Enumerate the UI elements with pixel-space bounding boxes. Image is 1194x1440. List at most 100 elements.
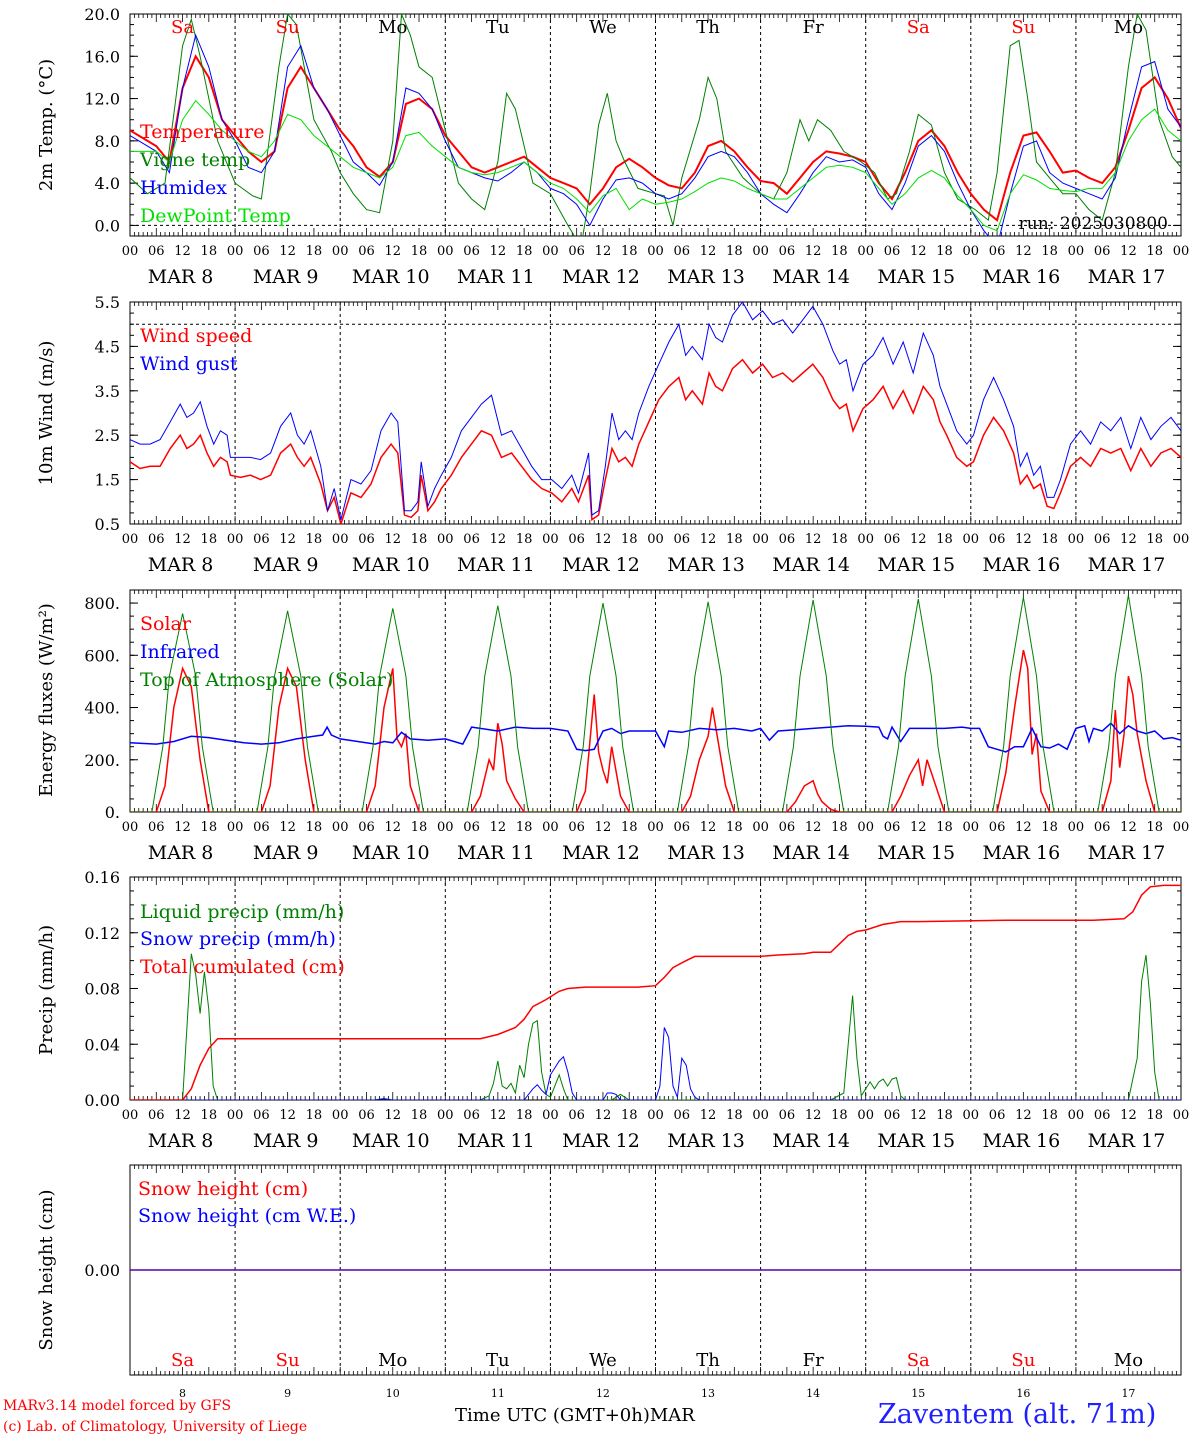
hour-tick-label: 06	[674, 244, 691, 259]
hour-tick-label: 06	[989, 532, 1006, 547]
dow-label: Sa	[171, 17, 194, 38]
hour-tick-label: 00	[647, 1108, 664, 1123]
hour-tick-label: 00	[1173, 820, 1190, 835]
hour-tick-label: 18	[621, 532, 638, 547]
hour-tick-label: 00	[437, 244, 454, 259]
hour-tick-label: 12	[595, 244, 612, 259]
y-tick-label: 0.12	[84, 924, 120, 943]
hour-tick-label: 00	[857, 1108, 874, 1123]
dow-label: Mo	[1114, 1350, 1143, 1371]
dow-label: Sa	[907, 1350, 930, 1371]
y-axis-label: 10m Wind (m/s)	[36, 341, 57, 486]
hour-tick-label: 12	[279, 1108, 296, 1123]
hour-tick-label: 12	[174, 820, 191, 835]
y-tick-label: 2.5	[95, 426, 120, 445]
date-label: MAR 15	[877, 842, 955, 864]
hour-tick-label: 00	[752, 532, 769, 547]
date-label: MAR 8	[148, 842, 214, 864]
hour-tick-label: 06	[989, 1108, 1006, 1123]
panel-2: 0.5 1.5 2.5 3.5 4.5 5.5 10m Wind (m/s) Wind spe…	[36, 293, 1189, 576]
hour-tick-label: 12	[279, 820, 296, 835]
run-annotation: run: 2025030800	[1019, 214, 1168, 234]
hour-tick-label: 06	[463, 532, 480, 547]
hour-tick-label: 00	[122, 1108, 139, 1123]
dow-label: We	[589, 17, 617, 38]
hour-tick-label: 06	[253, 244, 270, 259]
legend-entry: Wind gust	[140, 353, 238, 375]
hour-tick-label: 06	[148, 244, 165, 259]
hour-tick-label: 00	[122, 820, 139, 835]
day-number: 8	[179, 1387, 186, 1400]
y-tick-label: 4.5	[95, 337, 120, 356]
hour-tick-label: 00	[542, 1108, 559, 1123]
date-label: MAR 13	[667, 554, 745, 576]
hour-tick-label: 00	[752, 1108, 769, 1123]
dow-label: Th	[696, 17, 720, 38]
hour-tick-label: 00	[963, 244, 980, 259]
hour-tick-label: 12	[490, 244, 507, 259]
date-label: MAR 14	[772, 842, 850, 864]
date-label: MAR 13	[667, 1130, 745, 1152]
hour-tick-label: 06	[568, 244, 585, 259]
hour-tick-label: 18	[621, 244, 638, 259]
y-tick-label: 200.	[84, 751, 120, 770]
hour-tick-label: 18	[726, 820, 743, 835]
legend-entry: DewPoint Temp	[140, 205, 291, 227]
hour-tick-label: 06	[674, 820, 691, 835]
hour-tick-label: 00	[332, 1108, 349, 1123]
date-label: MAR 14	[772, 266, 850, 288]
date-label: MAR 13	[667, 842, 745, 864]
series-line-dewpoint-temp	[130, 99, 1181, 232]
dow-label: Fr	[803, 17, 824, 38]
date-label: MAR 12	[562, 1130, 640, 1152]
hour-tick-label: 18	[831, 1108, 848, 1123]
date-label: MAR 9	[253, 266, 319, 288]
hour-tick-label: 18	[726, 244, 743, 259]
hour-tick-label: 00	[1173, 532, 1190, 547]
hour-tick-label: 18	[201, 1108, 218, 1123]
dow-label: Su	[1011, 1350, 1035, 1371]
hour-tick-label: 18	[621, 1108, 638, 1123]
hour-tick-label: 18	[936, 244, 953, 259]
hour-tick-label: 18	[621, 820, 638, 835]
hour-tick-label: 18	[411, 820, 428, 835]
day-number: 17	[1121, 1387, 1135, 1400]
legend-entry: Snow precip (mm/h)	[140, 928, 336, 950]
hour-tick-label: 00	[1068, 244, 1085, 259]
series-line-humidex	[130, 33, 1181, 236]
hour-tick-label: 12	[490, 820, 507, 835]
hour-tick-label: 12	[174, 532, 191, 547]
series-line-top-of-atmosphere-solar-	[130, 595, 1181, 812]
hour-tick-label: 00	[857, 244, 874, 259]
hour-tick-label: 00	[1068, 532, 1085, 547]
date-label: MAR 11	[457, 1130, 535, 1152]
hour-tick-label: 18	[411, 1108, 428, 1123]
hour-tick-label: 12	[595, 820, 612, 835]
hour-tick-label: 18	[306, 244, 323, 259]
hour-tick-label: 00	[647, 244, 664, 259]
hour-tick-label: 06	[253, 1108, 270, 1123]
y-tick-label: 0.	[105, 803, 120, 822]
series-line-solar	[130, 649, 1181, 812]
y-tick-label: 0.00	[84, 1091, 120, 1110]
y-axis-label: Energy fluxes (W/m²)	[36, 603, 57, 797]
date-label: MAR 16	[982, 554, 1060, 576]
lab-credit: (c) Lab. of Climatology, University of L…	[3, 1419, 308, 1435]
date-label: MAR 12	[562, 266, 640, 288]
hour-tick-label: 06	[884, 532, 901, 547]
legend-entry: Liquid precip (mm/h)	[140, 901, 344, 923]
date-label: MAR 16	[982, 266, 1060, 288]
date-label: MAR 14	[772, 554, 850, 576]
hour-tick-label: 12	[1015, 244, 1032, 259]
hour-tick-label: 00	[963, 532, 980, 547]
legend-entry: Infrared	[140, 641, 220, 663]
hour-tick-label: 00	[857, 820, 874, 835]
y-tick-label: 600.	[84, 646, 120, 665]
hour-tick-label: 18	[1146, 532, 1163, 547]
hour-tick-label: 12	[805, 820, 822, 835]
hour-tick-label: 12	[490, 1108, 507, 1123]
hour-tick-label: 00	[227, 1108, 244, 1123]
hour-tick-label: 18	[936, 1108, 953, 1123]
hour-tick-label: 00	[227, 820, 244, 835]
hour-tick-label: 12	[805, 532, 822, 547]
